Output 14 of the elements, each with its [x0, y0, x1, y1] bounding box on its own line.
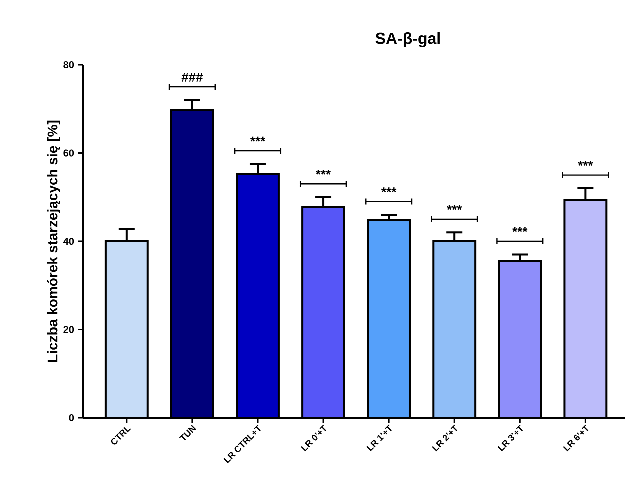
y-tick-label: 40: [64, 238, 74, 246]
annotation: ***: [316, 170, 332, 175]
annotation: ***: [447, 205, 462, 210]
y-tick-label: 80: [64, 61, 74, 69]
annotation: ***: [578, 161, 594, 166]
y-axis-title: Liczba komórek starzejących się [%]: [47, 120, 60, 362]
chart-title: SA-β-gal: [376, 32, 440, 48]
annotation: ***: [250, 136, 266, 142]
annotation: ***: [382, 188, 397, 192]
y-tick-label: 60: [64, 150, 74, 157]
y-tick-label: 0: [69, 414, 74, 422]
annotation: ###: [182, 73, 204, 82]
y-tick-label: 20: [64, 326, 74, 334]
annotation: ***: [512, 227, 528, 232]
